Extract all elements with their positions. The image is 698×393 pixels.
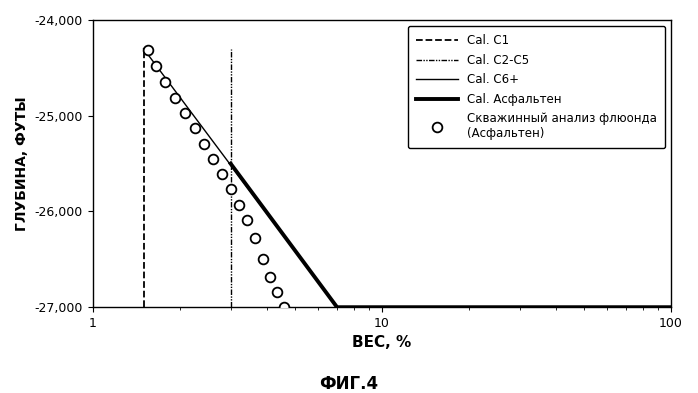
Line: Cal. Асфальтен: Cal. Асфальтен: [230, 163, 671, 307]
Скважинный анализ флюонда
(Асфальтен): [235, 202, 243, 207]
Скважинный анализ флюонда
(Асфальтен): [226, 187, 235, 192]
Y-axis label: ГЛУБИНА, ФУТЫ: ГЛУБИНА, ФУТЫ: [15, 96, 29, 231]
Cal. Асфальтен: [333, 305, 341, 310]
Скважинный анализ флюонда
(Асфальтен): [209, 156, 217, 161]
Line: Скважинный анализ флюонда
(Асфальтен): Скважинный анализ флюонда (Асфальтен): [143, 45, 289, 312]
Скважинный анализ флюонда
(Асфальтен): [170, 95, 179, 100]
Скважинный анализ флюонда
(Асфальтен): [259, 257, 267, 262]
Скважинный анализ флюонда
(Асфальтен): [251, 236, 260, 241]
X-axis label: ВЕС, %: ВЕС, %: [352, 336, 412, 351]
Cal. Асфальтен: [667, 305, 675, 310]
Text: ФИГ.4: ФИГ.4: [320, 375, 378, 393]
Скважинный анализ флюонда
(Асфальтен): [181, 110, 189, 115]
Скважинный анализ флюонда
(Асфальтен): [280, 305, 288, 310]
Скважинный анализ флюонда
(Асфальтен): [144, 47, 152, 52]
Скважинный анализ флюонда
(Асфальтен): [266, 274, 274, 279]
Cal. Асфальтен: [226, 161, 235, 166]
Скважинный анализ флюонда
(Асфальтен): [273, 290, 281, 294]
Legend: Cal. C1, Cal. C2-C5, Cal. C6+, Cal. Асфальтен, Скважинный анализ флюонда
(Асфаль: Cal. C1, Cal. C2-C5, Cal. C6+, Cal. Асфа…: [408, 26, 665, 149]
Скважинный анализ флюонда
(Асфальтен): [218, 172, 226, 176]
Скважинный анализ флюонда
(Асфальтен): [161, 80, 169, 84]
Скважинный анализ флюонда
(Асфальтен): [200, 141, 208, 146]
Скважинный анализ флюонда
(Асфальтен): [243, 218, 251, 222]
Скважинный анализ флюонда
(Асфальтен): [191, 126, 199, 130]
Скважинный анализ флюонда
(Асфальтен): [151, 64, 160, 68]
